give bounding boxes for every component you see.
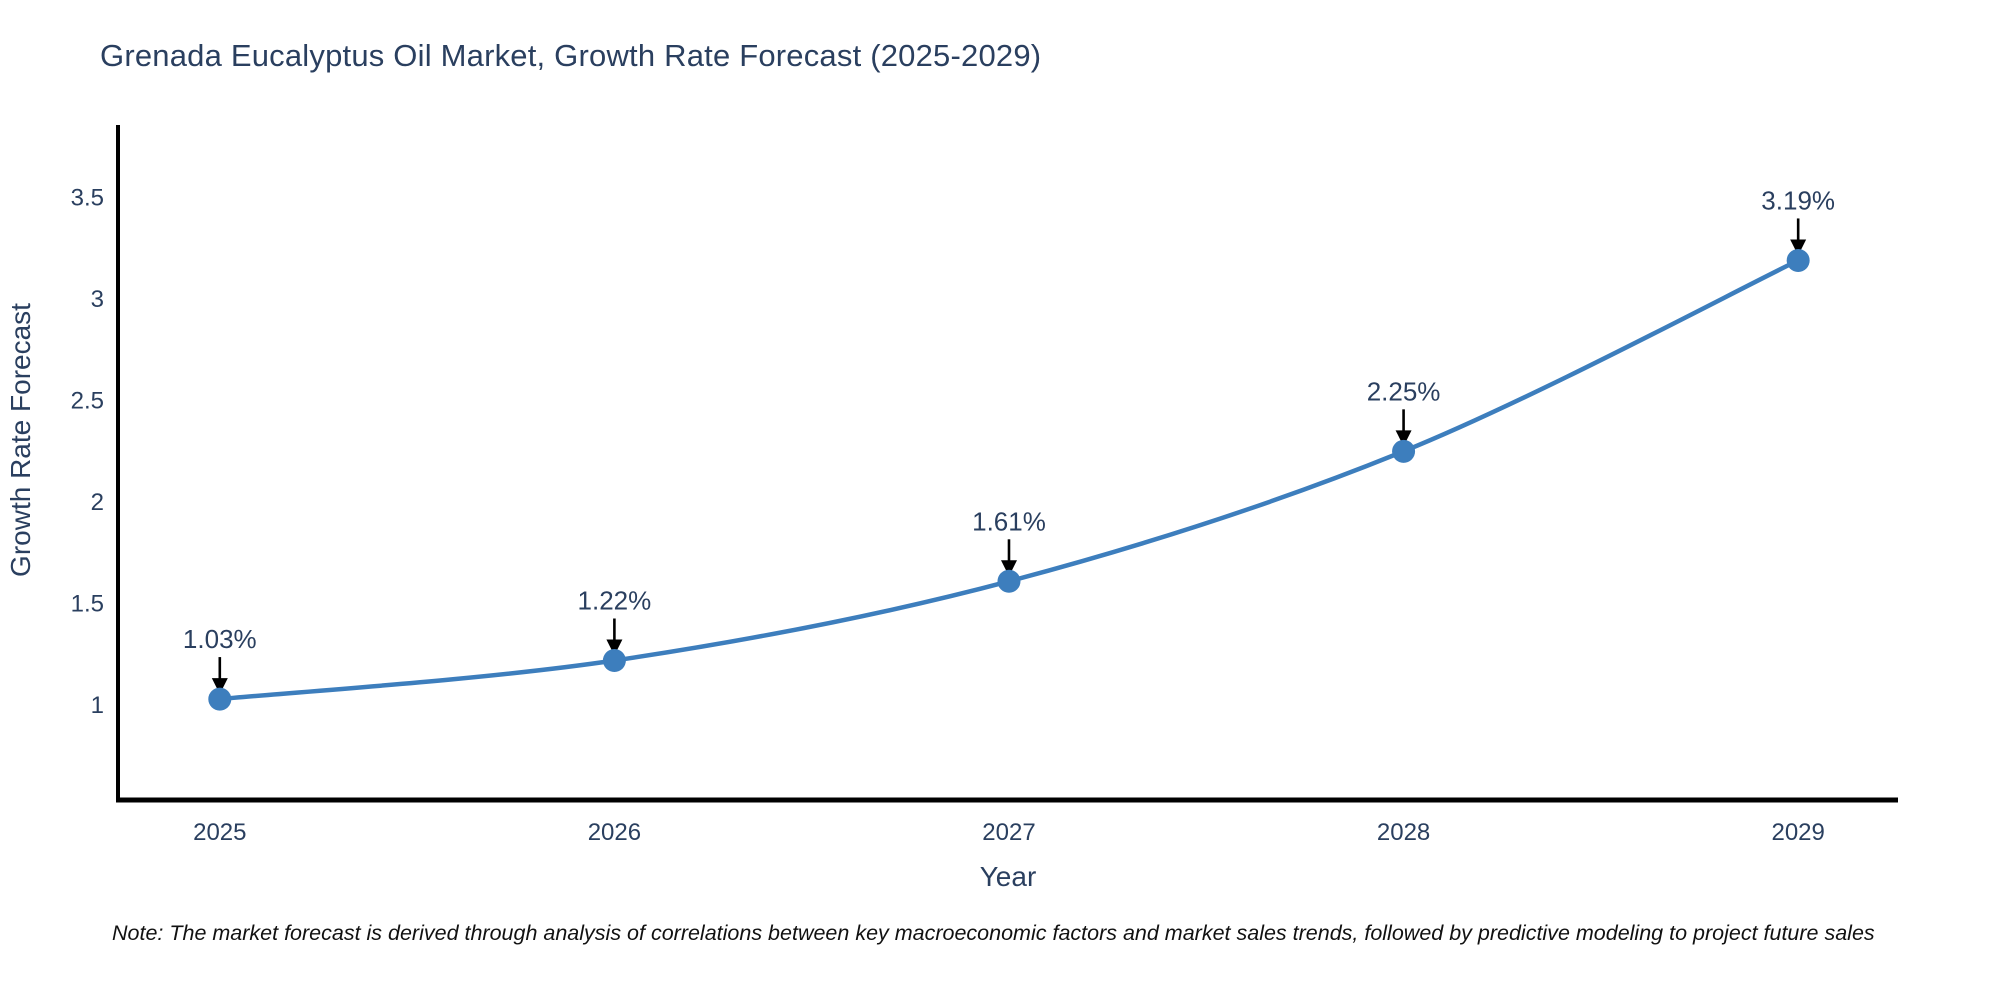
y-tick-label: 1.5: [71, 591, 104, 618]
y-tick-label: 2.5: [71, 388, 104, 415]
x-tick-label: 2029: [1771, 819, 1824, 846]
y-tick-label: 3.5: [71, 184, 104, 211]
data-point[interactable]: [1786, 248, 1810, 272]
annotation-arrow-head: [1000, 560, 1017, 577]
data-point[interactable]: [602, 648, 626, 672]
point-annotation-label: 1.22%: [578, 585, 652, 615]
x-tick-label: 2028: [1377, 819, 1430, 846]
annotation-arrow-head: [1790, 239, 1807, 256]
point-annotation-label: 1.61%: [972, 506, 1046, 536]
point-annotation-label: 1.03%: [183, 624, 257, 654]
annotation-arrow-head: [211, 678, 228, 695]
x-tick-label: 2025: [193, 819, 246, 846]
x-axis-title: Year: [980, 861, 1037, 892]
trend-line: [217, 258, 1801, 702]
data-point[interactable]: [997, 569, 1021, 593]
point-annotation-label: 2.25%: [1367, 376, 1441, 406]
data-point[interactable]: [208, 687, 232, 711]
x-tick-label: 2026: [588, 819, 641, 846]
footnote: Note: The market forecast is derived thr…: [112, 921, 1875, 945]
y-tick-label: 3: [91, 286, 104, 313]
y-tick-label: 2: [91, 489, 104, 516]
chart-title: Grenada Eucalyptus Oil Market, Growth Ra…: [100, 38, 1042, 73]
y-tick-label: 1: [91, 692, 104, 719]
annotation-arrow-head: [606, 639, 623, 656]
data-point[interactable]: [1392, 439, 1416, 463]
point-annotation-label: 3.19%: [1761, 185, 1835, 215]
x-tick-label: 2027: [982, 819, 1035, 846]
y-axis-title: Growth Rate Forecast: [5, 303, 36, 577]
annotation-arrow-head: [1395, 430, 1412, 447]
plot-generated-layer: 1 1.5 2 2.5 3 3.5 2025 2026 2027 2028 2029 1.03% 1.2…: [71, 125, 1898, 846]
